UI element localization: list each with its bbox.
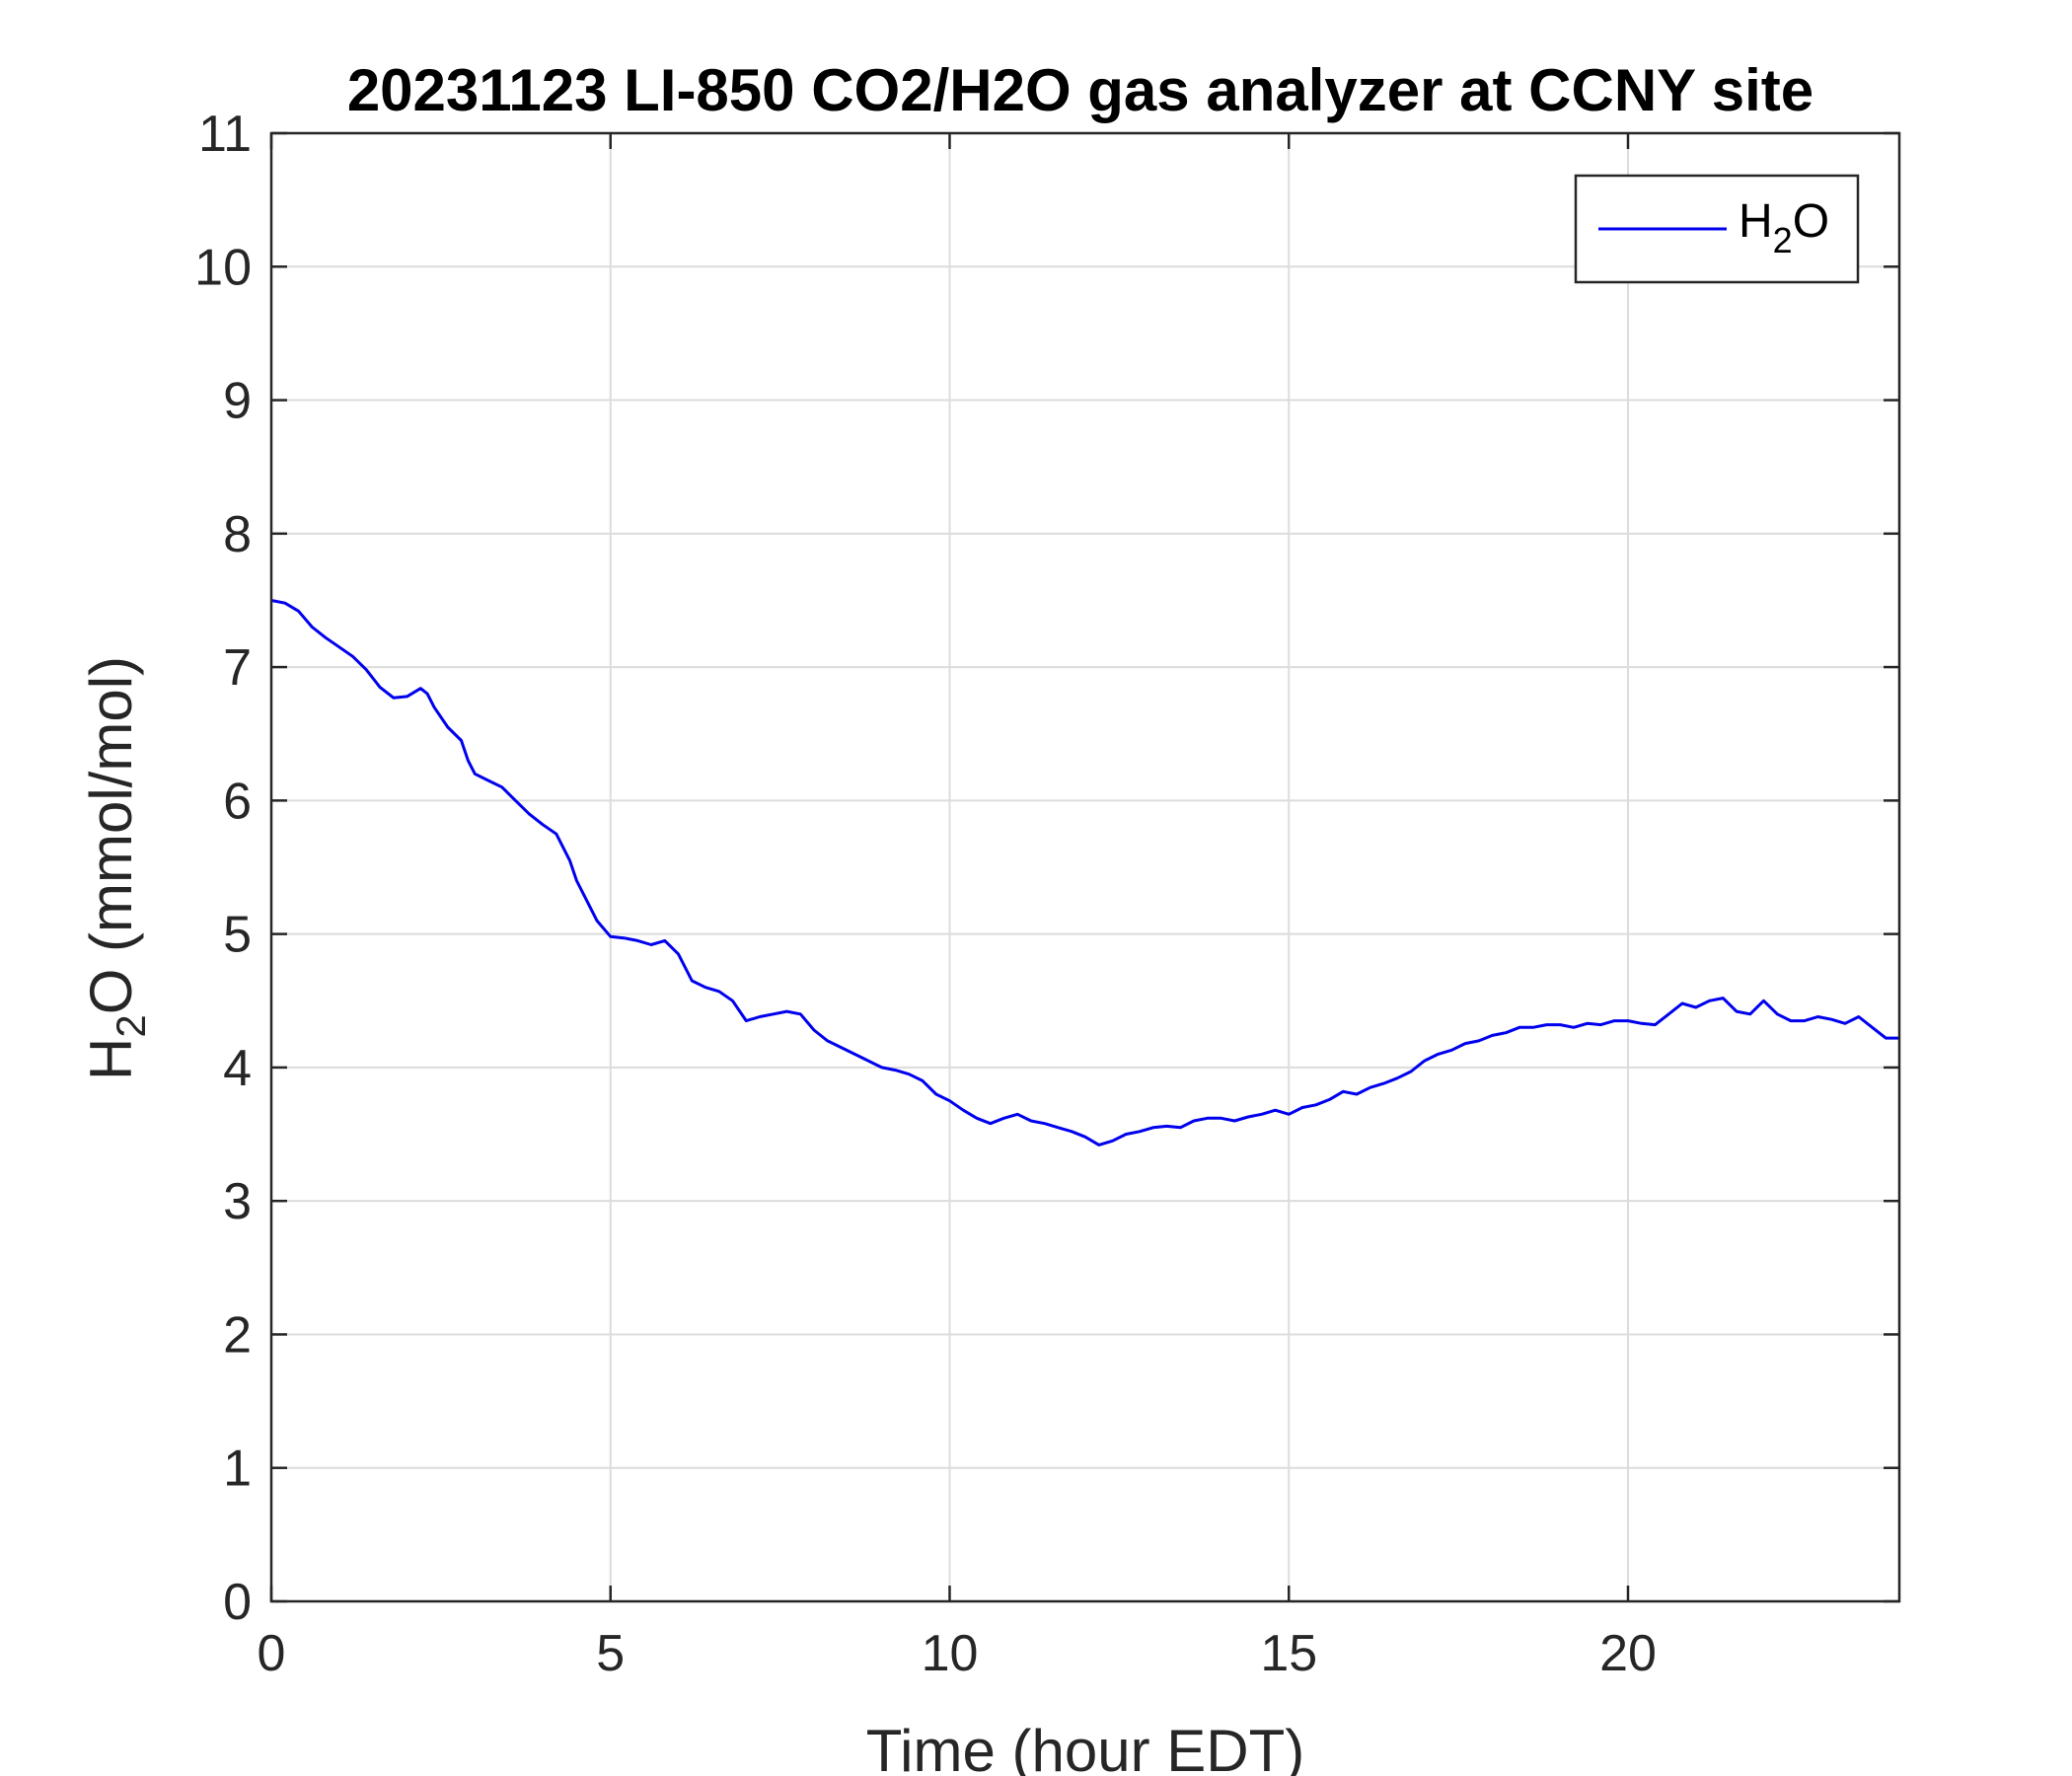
y-axis-label: H2O (mmol/mol) <box>78 656 154 1080</box>
legend-label-rest: O <box>1793 195 1829 248</box>
x-tick-label: 20 <box>1599 1625 1657 1682</box>
y-axis-label-subscript: 2 <box>108 1014 154 1037</box>
x-axis-label: Time (hour EDT) <box>866 1718 1305 1776</box>
y-tick-label: 7 <box>223 639 252 697</box>
y-tick-label: 10 <box>194 239 252 296</box>
y-axis-label-rest: O (mmol/mol) <box>78 656 144 1014</box>
x-tick-label: 15 <box>1260 1625 1317 1682</box>
x-tick-labels: 0 5 10 15 20 <box>258 1625 1657 1682</box>
y-tick-label: 2 <box>223 1306 252 1364</box>
grid <box>271 133 1899 1601</box>
y-axis-label-base: H <box>78 1038 144 1080</box>
legend: H2O <box>1574 174 1860 284</box>
chart-title: 20231123 LI-850 CO2/H2O gas analyzer at … <box>347 57 1813 123</box>
y-tick-label: 1 <box>223 1441 252 1498</box>
series-line-h2o <box>270 599 1899 1147</box>
y-tick-label: 3 <box>223 1173 252 1230</box>
legend-label-h2o: H2O <box>1739 195 1829 260</box>
y-tick-label: 6 <box>223 773 252 830</box>
x-tick-label: 0 <box>258 1625 286 1682</box>
plot-frame <box>269 131 1901 1603</box>
y-tick-label: 8 <box>223 506 252 563</box>
legend-label-base: H <box>1739 195 1773 248</box>
y-tick-label: 9 <box>223 373 252 430</box>
x-tick-label: 5 <box>596 1625 625 1682</box>
plot-area <box>271 133 1899 1601</box>
data-layer <box>270 599 1899 1147</box>
y-tick-label: 0 <box>223 1574 252 1631</box>
y-tick-labels: 0 1 2 3 4 5 6 7 8 9 10 11 <box>194 106 252 1631</box>
legend-label-subscript: 2 <box>1773 220 1793 260</box>
x-tick-label: 10 <box>922 1625 979 1682</box>
y-tick-label: 5 <box>223 907 252 964</box>
y-tick-label: 4 <box>223 1040 252 1097</box>
y-tick-label: 11 <box>198 106 252 163</box>
